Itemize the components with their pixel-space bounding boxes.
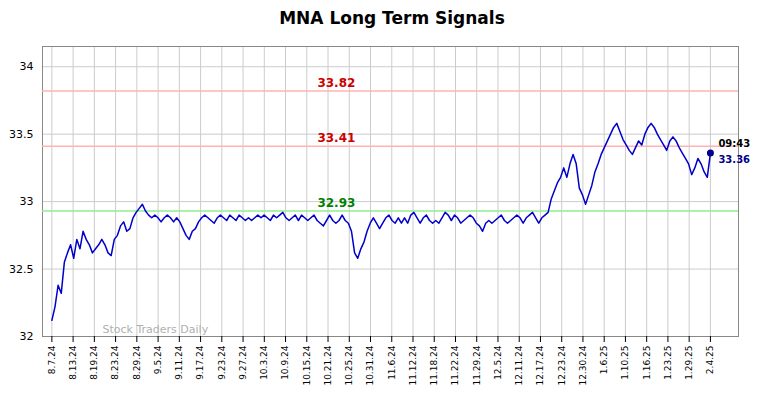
svg-text:1.6.25: 1.6.25 — [599, 346, 609, 375]
svg-text:12.17.24: 12.17.24 — [535, 345, 545, 385]
svg-text:12.30.24: 12.30.24 — [578, 345, 588, 385]
svg-text:32.93: 32.93 — [317, 196, 355, 210]
svg-text:9.5.24: 9.5.24 — [153, 345, 163, 374]
svg-text:33.82: 33.82 — [317, 76, 355, 90]
svg-text:10.21.24: 10.21.24 — [323, 345, 333, 385]
svg-text:1.10.25: 1.10.25 — [620, 346, 630, 380]
svg-text:10.31.24: 10.31.24 — [365, 345, 375, 385]
svg-text:32.5: 32.5 — [9, 263, 34, 276]
svg-text:Stock Traders Daily: Stock Traders Daily — [103, 323, 209, 336]
svg-text:10.25.24: 10.25.24 — [344, 345, 354, 385]
svg-text:9.23.24: 9.23.24 — [217, 345, 227, 380]
svg-text:1.29.25: 1.29.25 — [684, 346, 694, 380]
svg-text:12.23.24: 12.23.24 — [557, 345, 567, 385]
svg-text:11.22.24: 11.22.24 — [450, 345, 460, 385]
svg-text:12.5.24: 12.5.24 — [493, 345, 503, 380]
svg-text:8.23.24: 8.23.24 — [110, 345, 120, 380]
svg-text:11.6.24: 11.6.24 — [387, 345, 397, 380]
svg-text:1.23.25: 1.23.25 — [663, 346, 673, 380]
svg-text:9.17.24: 9.17.24 — [195, 345, 205, 380]
svg-text:33.36: 33.36 — [718, 154, 750, 165]
svg-text:11.12.24: 11.12.24 — [408, 345, 418, 385]
svg-text:12.11.24: 12.11.24 — [514, 345, 524, 385]
svg-text:1.16.25: 1.16.25 — [642, 346, 652, 380]
svg-text:33.5: 33.5 — [9, 128, 34, 141]
svg-text:33.41: 33.41 — [317, 131, 355, 145]
html-text:MNA Long Term Signals: MNA Long Term Signals — [279, 8, 505, 28]
svg-text:8.29.24: 8.29.24 — [132, 345, 142, 380]
svg-text:2.4.25: 2.4.25 — [705, 346, 715, 375]
svg-text:32: 32 — [20, 330, 34, 343]
svg-text:9.27.24: 9.27.24 — [238, 345, 248, 380]
svg-text:34: 34 — [20, 60, 34, 73]
svg-text:8.7.24: 8.7.24 — [47, 345, 57, 374]
svg-text:09:43: 09:43 — [718, 138, 750, 149]
svg-text:9.11.24: 9.11.24 — [174, 345, 184, 380]
svg-text:11.29.24: 11.29.24 — [472, 345, 482, 385]
svg-text:10.15.24: 10.15.24 — [302, 345, 312, 385]
svg-text:10.3.24: 10.3.24 — [259, 345, 269, 380]
svg-text:8.19.24: 8.19.24 — [89, 345, 99, 380]
svg-text:11.18.24: 11.18.24 — [429, 345, 439, 385]
svg-text:8.13.24: 8.13.24 — [68, 345, 78, 380]
svg-text:33: 33 — [20, 195, 34, 208]
svg-text:10.9.24: 10.9.24 — [280, 345, 290, 380]
